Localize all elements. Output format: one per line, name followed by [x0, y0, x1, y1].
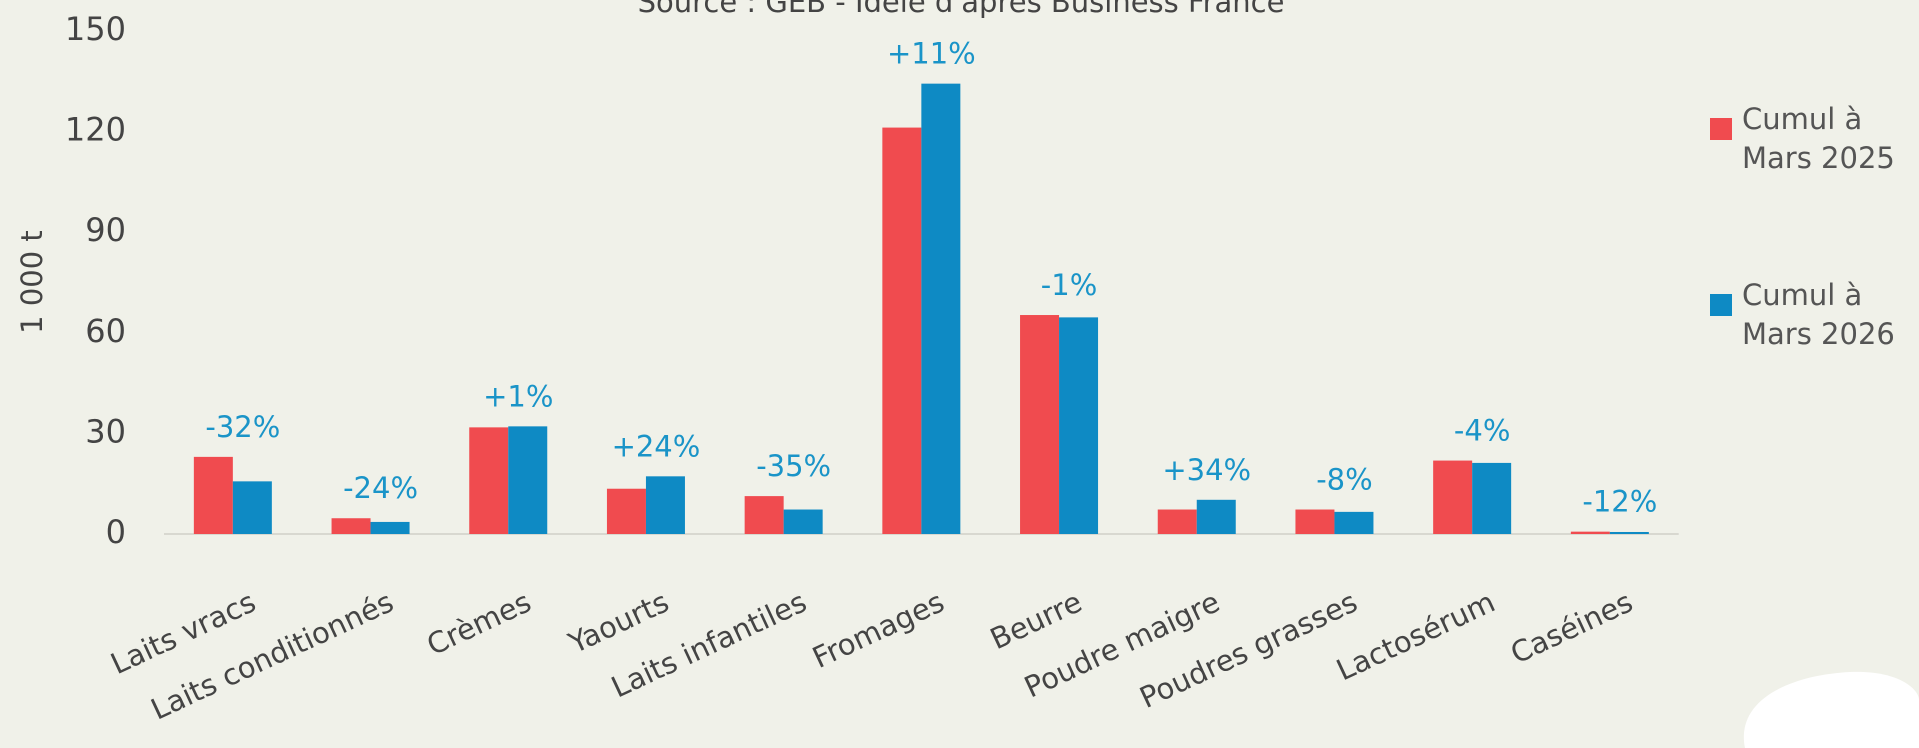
legend-swatch — [1710, 118, 1732, 140]
x-tick-label: Caséines — [1505, 585, 1638, 671]
x-tick-label: Laits conditionnés — [146, 585, 399, 727]
bar — [1020, 315, 1060, 534]
chart-subtitle: Source : GEB - Idele d'après Business Fr… — [638, 0, 1285, 19]
bar — [606, 488, 646, 534]
bar — [1157, 509, 1197, 534]
value-annotation: -32% — [205, 410, 280, 444]
value-annotation: -4% — [1454, 414, 1510, 448]
y-tick-label: 30 — [85, 412, 126, 450]
x-tick-label: Lactosérum — [1331, 585, 1500, 688]
bar — [469, 427, 509, 534]
value-annotation: +24% — [612, 429, 701, 463]
value-annotation: +11% — [887, 37, 976, 71]
value-annotation: +1% — [483, 379, 553, 413]
bar — [232, 481, 272, 534]
bar — [1609, 531, 1649, 534]
y-tick-label: 90 — [85, 211, 126, 249]
y-tick-label: 0 — [106, 513, 126, 551]
x-tick-label: Fromages — [807, 585, 949, 675]
value-annotation: -8% — [1316, 463, 1372, 497]
bar — [921, 83, 961, 534]
legend-label: Cumul à Mars 2025 — [1742, 102, 1895, 175]
bar — [1334, 511, 1374, 534]
bar — [1059, 317, 1099, 534]
bar — [882, 127, 922, 535]
y-tick-label: 120 — [65, 111, 126, 149]
bar — [645, 476, 685, 534]
bar — [1295, 509, 1335, 534]
legend-swatch — [1710, 294, 1732, 316]
value-annotation: +34% — [1162, 453, 1251, 487]
value-annotation: -35% — [756, 449, 831, 483]
value-annotation: -12% — [1582, 485, 1657, 519]
x-tick-label: Crèmes — [422, 585, 537, 663]
bar — [783, 509, 823, 534]
value-annotation: -1% — [1041, 268, 1097, 302]
bar — [508, 426, 548, 534]
bar — [1472, 462, 1512, 534]
y-axis-label: 1 000 t — [15, 230, 49, 334]
y-tick-label: 60 — [85, 312, 126, 350]
bar — [1196, 499, 1236, 534]
bar — [1570, 531, 1610, 534]
legend-label: Cumul à Mars 2026 — [1742, 278, 1895, 351]
value-annotation: -24% — [343, 471, 418, 505]
bar — [744, 496, 784, 534]
bar — [331, 518, 371, 534]
bar — [193, 456, 233, 534]
bar — [370, 521, 410, 534]
logo-badge — [1743, 671, 1919, 748]
y-tick-label: 150 — [65, 10, 126, 48]
bar — [1433, 460, 1473, 534]
x-tick-label: Beurre — [985, 585, 1087, 657]
